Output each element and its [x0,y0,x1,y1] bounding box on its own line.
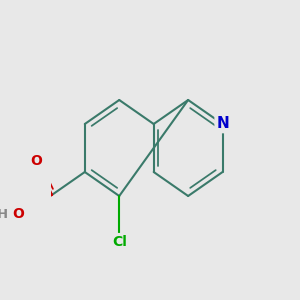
Text: O: O [12,207,24,221]
Text: Cl: Cl [112,235,127,249]
Text: O: O [30,154,42,168]
Text: H: H [0,208,8,221]
Text: N: N [216,116,229,131]
